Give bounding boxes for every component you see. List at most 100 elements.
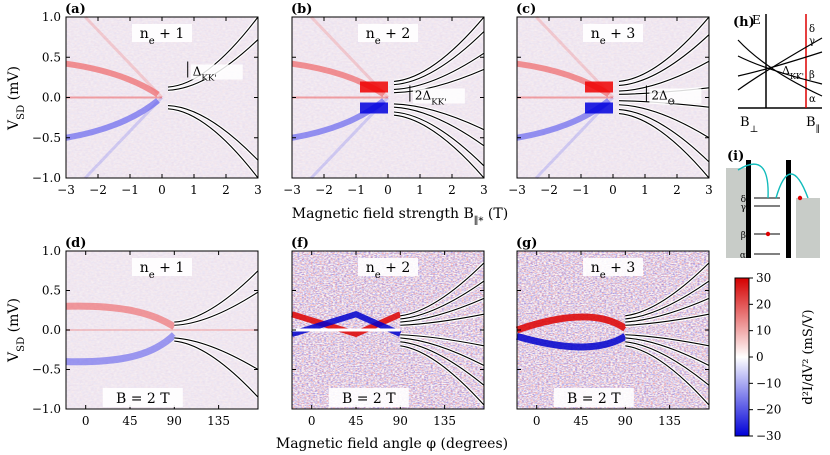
fit-line <box>167 108 259 179</box>
y-tick-label: −0.5 <box>32 363 61 377</box>
x-tick-label: 0 <box>308 414 316 428</box>
electron-number-tag: ne + 3 <box>591 260 636 281</box>
x-tick-label: −3 <box>508 183 526 197</box>
tag-bg <box>358 24 418 42</box>
red-x <box>291 311 402 338</box>
x-tick-label: 0 <box>158 183 166 197</box>
y-axis-label: VSD (mV) <box>6 66 27 131</box>
barrier-right <box>786 160 791 258</box>
x-tick-label: −1 <box>572 183 590 197</box>
b-par-label: B∥ <box>806 115 820 135</box>
fit-line <box>625 280 710 320</box>
top-x-axis-label: Magnetic field strength B∥* (T) <box>292 206 508 227</box>
noise-blue <box>517 251 709 409</box>
level-label: δ <box>809 24 815 35</box>
noise-blue <box>66 251 258 409</box>
fit-line <box>393 31 485 86</box>
level-label: β <box>741 231 746 241</box>
y-tick-label: 0.5 <box>42 50 61 64</box>
field-tag: B = 2 T <box>567 391 621 407</box>
fit-line <box>393 103 485 131</box>
x-tick-label: 2 <box>448 183 456 197</box>
red-branch <box>65 60 160 98</box>
lead-right <box>796 198 820 258</box>
fit-line <box>400 313 485 326</box>
faint-red-branch <box>84 15 164 99</box>
fit-line <box>618 60 710 92</box>
level-label: γ <box>741 203 746 213</box>
field-tag-bg <box>102 388 183 407</box>
red-step <box>585 81 613 93</box>
electron <box>765 231 771 237</box>
x-tick-label: 90 <box>618 414 633 428</box>
y-tick-label: 0.0 <box>42 323 61 337</box>
field-tag: B = 2 T <box>342 391 396 407</box>
colorbar-tick-label: 30 <box>756 271 771 285</box>
splitting-annotation: ΔKK' <box>193 65 217 84</box>
level-curve <box>737 39 823 97</box>
x-tick-label: 45 <box>573 414 588 428</box>
x-tick-label: 135 <box>433 414 456 428</box>
level-curve <box>737 51 823 77</box>
inset-h: (h)E B⊥ B∥ ΔKK' δγ β α <box>733 13 823 135</box>
x-tick-label: 45 <box>122 414 137 428</box>
energy-label: E <box>752 13 761 27</box>
annotation-bg <box>412 88 465 104</box>
x-tick-label: −2 <box>540 183 558 197</box>
fit-line <box>393 52 485 90</box>
annotation-bg <box>190 64 243 80</box>
x-tick-label: 3 <box>480 183 488 197</box>
x-tick-label: 0 <box>384 183 392 197</box>
annotation-bg <box>649 88 702 104</box>
panel-label-h: (h) <box>733 15 755 30</box>
fit-line <box>393 111 485 167</box>
fit-line <box>400 341 485 386</box>
x-tick-label: 3 <box>254 183 262 197</box>
red-arc <box>515 313 628 334</box>
tag-bg <box>132 258 192 276</box>
blue-arc <box>516 332 628 351</box>
panel-label-g: (g) <box>516 236 537 251</box>
x-tick-label: −1 <box>121 183 139 197</box>
colorbar-tick-label: −20 <box>756 403 781 417</box>
blue-step <box>360 102 388 114</box>
electron <box>797 195 803 201</box>
panel-label-c: (c) <box>516 2 536 17</box>
fit-line <box>400 334 485 347</box>
panel-a: 1.0 0.5 0.0 −0.5 −1.0−3 −2 −1 0 1 2 3 ne + 1 ΔKK' <box>32 10 262 197</box>
level-label: α <box>809 94 816 105</box>
y-tick-label: 1.0 <box>42 244 61 258</box>
fit-line <box>618 34 710 86</box>
x-tick-label: 2 <box>673 183 681 197</box>
inset-i: (i) δγ βα <box>726 149 820 261</box>
fit-line <box>618 113 710 179</box>
tag-bg <box>583 258 643 276</box>
x-tick-label: 1 <box>416 183 424 197</box>
panel-label-f: (f) <box>291 236 309 251</box>
red-band <box>65 302 177 330</box>
fit-line <box>174 337 259 370</box>
colorbar-tick-label: 10 <box>756 324 771 338</box>
level-label: α <box>740 251 746 261</box>
panel-c: −3 −2 −1 0 1 2 3 ne + 3 2ΔΘ <box>508 15 713 197</box>
lead-left <box>726 168 746 258</box>
x-tick-label: −2 <box>89 183 107 197</box>
electron-number-tag: ne + 2 <box>366 26 411 47</box>
x-tick-label: 0 <box>82 414 90 428</box>
level-label: δ <box>741 195 746 205</box>
fit-line <box>393 106 485 147</box>
fit-line <box>174 340 259 398</box>
x-tick-label: 135 <box>207 414 230 428</box>
fit-line <box>625 313 710 326</box>
electron-number-tag: ne + 1 <box>140 260 185 281</box>
fit-line <box>625 337 710 367</box>
x-tick-label: 90 <box>393 414 408 428</box>
colorbar-scale <box>734 277 750 437</box>
fit-line <box>174 270 259 323</box>
tag-bg <box>132 24 192 42</box>
x-tick-label: −3 <box>283 183 301 197</box>
fit-line <box>625 341 710 386</box>
field-tag-bg <box>553 388 634 407</box>
x-tick-label: 90 <box>167 414 182 428</box>
x-tick-label: 0 <box>609 183 617 197</box>
